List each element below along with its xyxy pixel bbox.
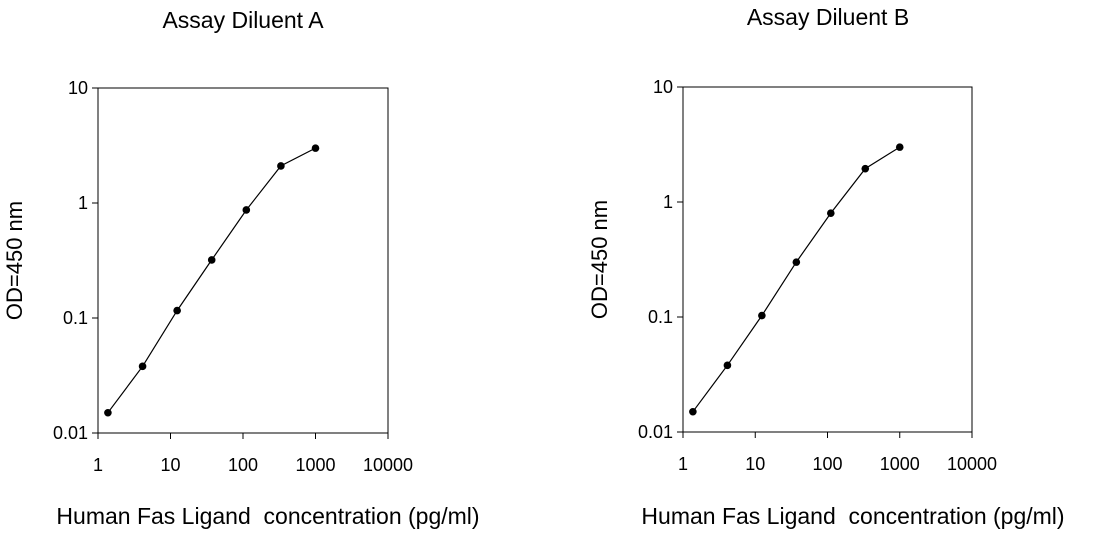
data-point [689,407,697,416]
data-point [723,361,732,370]
chart-title: Assay Diluent B [747,4,909,30]
x-tick-label: 1000 [295,455,335,475]
x-axis-label: Human Fas Ligand concentration (pg/ml) [56,503,479,529]
data-point [758,311,766,320]
data-point [277,162,285,170]
x-tick-label: 10000 [363,455,413,475]
x-tick-label: 10 [160,455,180,475]
y-axis-label: OD=450 nm [587,200,612,319]
x-tick-label: 1 [93,455,103,475]
y-tick-label: 10 [653,77,673,97]
y-axis-label: OD=450 nm [2,201,27,320]
x-tick-label: 10000 [947,454,997,474]
y-tick-label: 0.1 [63,308,88,328]
plot-frame [682,86,973,433]
data-point [104,408,112,417]
y-tick-label: 0.01 [53,423,88,443]
chart-title: Assay Diluent A [162,7,324,33]
data-point [861,164,870,173]
series-line [692,146,901,413]
y-tick-label: 10 [68,78,88,98]
series-line [107,147,316,414]
plot-frame [97,87,389,434]
chart-panel-1: Assay Diluent A 0.01 0.1 1 10 1 10 100 1000 10000… [2,7,480,529]
data-point [895,143,904,151]
x-tick-label: 100 [228,455,258,475]
data-point [138,362,147,371]
data-point [792,258,801,266]
x-tick-label: 10 [745,454,765,474]
data-point [242,206,251,214]
x-tick-label: 1 [678,454,688,474]
x-tick-label: 100 [812,454,842,474]
y-tick-label: 1 [78,193,88,213]
x-tick-label: 1000 [880,454,920,474]
chart-panel-2: Assay Diluent B 0.01 0.1 1 10 1 10 100 1000 10000… [587,4,1065,529]
data-point [173,306,181,315]
y-tick-label: 0.01 [638,422,673,442]
y-tick-label: 0.1 [648,307,673,327]
data-point [311,144,320,152]
data-point [827,209,835,217]
y-tick-label: 1 [663,192,673,212]
x-axis-label: Human Fas Ligand concentration (pg/ml) [641,503,1064,529]
data-point [207,256,216,264]
